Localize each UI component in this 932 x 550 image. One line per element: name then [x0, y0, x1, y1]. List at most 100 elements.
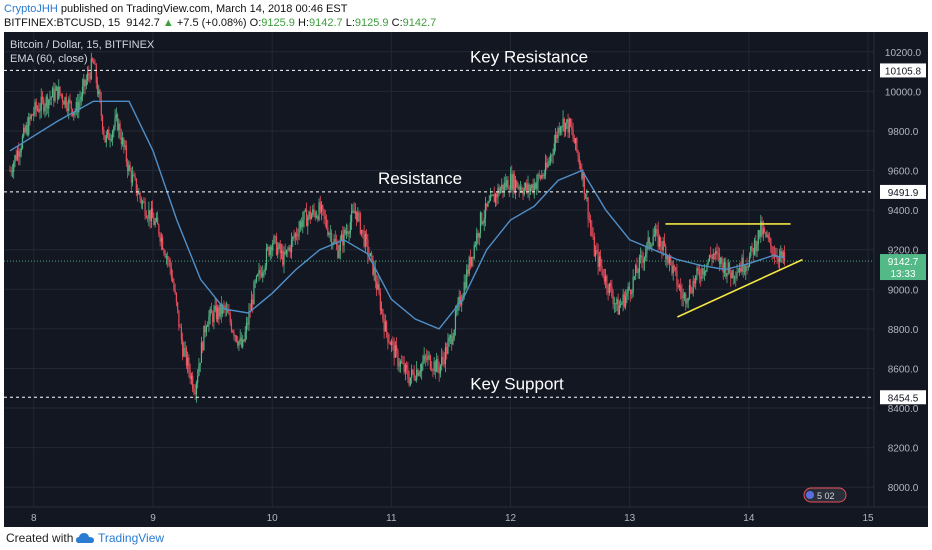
candle-body: [284, 251, 286, 254]
candle-body: [643, 257, 646, 263]
candle-body: [711, 257, 713, 259]
candle-body: [600, 256, 602, 266]
candle-body: [54, 90, 56, 101]
candle-body: [422, 361, 424, 365]
candle-body: [641, 255, 643, 260]
candle-body: [514, 180, 517, 192]
candle-body: [404, 364, 406, 373]
candle-body: [688, 285, 691, 298]
candle-body: [537, 174, 539, 183]
candle-body: [167, 256, 169, 260]
candle-body: [324, 216, 326, 220]
candle-body: [19, 152, 21, 157]
candle-body: [690, 285, 692, 293]
price-axis[interactable]: 10200.0 10000.0 9800.0 9600.0 9400.0 9200.0 90…: [873, 32, 922, 507]
candle-body: [483, 218, 485, 223]
candle-body: [416, 369, 418, 381]
candle-body: [763, 228, 766, 232]
candle-body: [337, 244, 339, 258]
candle-body: [327, 227, 329, 235]
candle-body: [498, 187, 500, 194]
candle-body: [516, 180, 518, 188]
candle-body: [40, 96, 42, 111]
candle-body: [584, 193, 587, 199]
candle-body: [41, 96, 44, 100]
candle-body: [606, 275, 608, 289]
candle-body: [723, 261, 726, 273]
time-axis[interactable]: 8 9 10 11 12 13 14 15: [4, 506, 928, 524]
candle-body: [209, 308, 211, 317]
candle-body: [668, 255, 671, 264]
candle-body: [451, 335, 453, 345]
candle-body: [403, 362, 405, 373]
candle-body: [610, 283, 612, 287]
candle-body: [458, 296, 460, 303]
candle-body: [180, 327, 182, 340]
candle-body: [538, 174, 540, 176]
candle-body: [53, 88, 55, 101]
candle-body: [154, 221, 156, 225]
candle-body: [581, 168, 583, 179]
tradingview-brand-link[interactable]: TradingView: [98, 531, 165, 545]
candle-body: [273, 236, 275, 244]
chart-area[interactable]: Key Resistance 10105.8 Resistance 9491.9 Key…: [4, 32, 928, 527]
candle-body: [571, 126, 573, 130]
tradingview-cloud-icon: [76, 533, 94, 543]
candle-body: [397, 350, 399, 366]
candle-body: [568, 118, 570, 133]
candle-body: [160, 237, 162, 242]
flag-icon: 5 02: [803, 487, 847, 503]
candle-body: [258, 270, 260, 275]
candle-body: [660, 237, 662, 247]
candle-body: [561, 126, 563, 128]
candle-body: [207, 325, 209, 327]
candle-body: [553, 143, 555, 154]
candle-body: [285, 249, 288, 254]
author-link[interactable]: CryptoJHH: [4, 3, 58, 15]
candle-body: [453, 330, 455, 339]
candle-body: [692, 280, 694, 294]
candle-body: [625, 296, 627, 307]
candle-body: [208, 316, 210, 326]
candle-body: [504, 182, 507, 188]
created-with-text: Created with: [6, 531, 74, 545]
candle-body: [23, 127, 25, 137]
candle-body: [424, 355, 427, 358]
candle-body: [768, 238, 771, 240]
candle-body: [437, 358, 439, 368]
candle-body: [317, 216, 319, 220]
candle-body: [758, 230, 761, 237]
candle-body: [320, 205, 323, 212]
candle-body: [502, 184, 504, 191]
candle-body: [393, 342, 395, 358]
candle-body: [434, 361, 437, 373]
candle-body: [387, 332, 389, 343]
low-label: L:: [345, 17, 355, 29]
gridlines: [4, 32, 874, 507]
candle-body: [15, 155, 17, 160]
candle-body: [108, 129, 110, 140]
candle-body: [527, 184, 529, 191]
candle-body: [383, 318, 385, 332]
candle-body: [58, 86, 60, 99]
price-tick-label: 8400.0: [888, 404, 919, 415]
candle-body: [338, 250, 340, 258]
candle-body: [98, 90, 100, 95]
candle-body: [755, 240, 757, 252]
candle-body: [459, 296, 462, 305]
candle-body: [113, 126, 115, 132]
candle-body: [673, 265, 676, 268]
candle-body: [630, 290, 632, 295]
candle-body: [771, 246, 773, 255]
candle-body: [359, 213, 361, 234]
candle-body: [463, 282, 465, 296]
candle-body: [30, 114, 32, 119]
price-chart[interactable]: Key Resistance 10105.8 Resistance 9491.9 Key…: [4, 32, 928, 527]
candle-body: [275, 236, 278, 255]
candle-body: [428, 355, 430, 357]
candle-body: [279, 243, 281, 254]
candle-body: [24, 127, 26, 133]
candle-body: [427, 355, 429, 360]
candle-body: [75, 101, 77, 112]
time-tick-label: 12: [505, 513, 517, 524]
